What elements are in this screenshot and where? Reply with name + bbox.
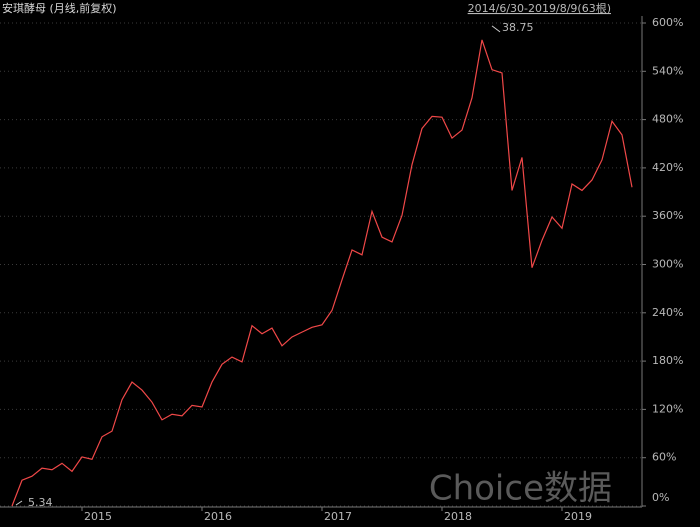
y-tick-label: 360% (652, 209, 683, 222)
y-tick-label: 0% (652, 491, 669, 504)
x-tick-label: 2015 (84, 510, 112, 523)
y-tick-label: 240% (652, 306, 683, 319)
y-tick-label: 120% (652, 402, 683, 415)
y-tick-label: 300% (652, 258, 683, 271)
x-tick-label: 2018 (444, 510, 472, 523)
y-tick-label: 600% (652, 16, 683, 29)
x-tick-label: 2017 (324, 510, 352, 523)
low-arrow (15, 500, 23, 506)
y-tick-label: 180% (652, 354, 683, 367)
watermark: Choice数据 (429, 469, 612, 509)
x-tick-label: 2016 (204, 510, 232, 523)
chart-title: 安琪酵母 (月线,前复权) (2, 1, 117, 15)
price-line (11, 39, 633, 507)
low-annotation: 5.34 (28, 496, 53, 509)
y-tick-label: 480% (652, 113, 683, 126)
x-tick-label: 2019 (564, 510, 592, 523)
y-tick-label: 60% (652, 451, 676, 464)
y-tick-label: 420% (652, 161, 683, 174)
high-arrow (491, 25, 501, 33)
high-annotation: 38.75 (502, 21, 534, 34)
y-tick-label: 540% (652, 64, 683, 77)
date-range: 2014/6/30-2019/8/9(63根) (468, 1, 611, 15)
